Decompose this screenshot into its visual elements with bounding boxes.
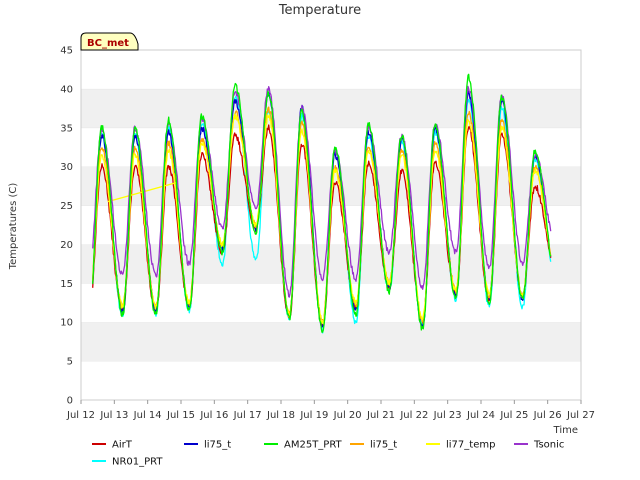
x-tick-label: Jul 15 (166, 410, 195, 421)
x-tick-label: Jul 25 (499, 410, 528, 421)
x-tick-label: Jul 19 (299, 410, 328, 421)
series-lines (92, 73, 552, 334)
y-tick-label: 10 (60, 318, 73, 329)
series-line-airt (92, 124, 552, 327)
series-line-am25t-prt (92, 73, 552, 333)
x-tick-label: Jul 14 (133, 410, 162, 421)
grid-band (81, 88, 581, 128)
x-axis: Jul 12 Jul 13 Jul 14 Jul 15 Jul 16 Jul 17 Jul … (66, 400, 595, 421)
y-tick-label: 40 (60, 84, 73, 95)
series-line-li75-t (92, 106, 552, 324)
x-tick-label: Jul 21 (366, 410, 395, 421)
y-tick-label: 0 (67, 396, 73, 407)
grid-band (81, 361, 581, 400)
badge-shape (80, 32, 139, 51)
y-tick-label: 20 (60, 240, 73, 251)
plot-frame (80, 49, 582, 401)
legend-label: li75_t (204, 440, 231, 451)
y-tick-label: 45 (60, 46, 73, 57)
station-badge: BC_met (80, 32, 139, 51)
y-axis: 0 5 10 15 20 25 30 35 40 45 (60, 46, 73, 407)
x-axis-label: Time (553, 425, 578, 436)
y-tick-label: 25 (60, 201, 73, 212)
legend-label: AM25T_PRT (284, 440, 343, 451)
x-tick-label: Jul 20 (333, 410, 362, 421)
x-tick-label: Jul 22 (399, 410, 428, 421)
x-tick-label: Jul 26 (533, 410, 562, 421)
legend-label: li75_t (370, 440, 397, 451)
x-tick-label: Jul 12 (66, 410, 95, 421)
badge-label: BC_met (87, 38, 129, 49)
legend-label: NR01_PRT (112, 457, 163, 468)
legend-label: li77_temp (446, 440, 495, 451)
legend: AirT li75_t AM25T_PRT li75_t li77_temp Tsonic… (92, 440, 564, 468)
grid-band (81, 244, 581, 284)
y-tick-label: 5 (67, 357, 73, 368)
x-tick-label: Jul 16 (199, 410, 228, 421)
series-line-li77-temp (92, 113, 552, 325)
x-tick-label: Jul 24 (466, 410, 495, 421)
legend-label: AirT (112, 440, 133, 451)
y-tick-label: 15 (60, 279, 73, 290)
y-tick-label: 30 (60, 162, 73, 173)
grid-band (81, 50, 581, 89)
grid-band (81, 322, 581, 362)
x-tick-label: Jul 17 (233, 410, 262, 421)
y-tick-label: 35 (60, 123, 73, 134)
x-tick-label: Jul 23 (433, 410, 462, 421)
x-tick-label: Jul 27 (566, 410, 595, 421)
y-axis-label: Temperatures (C) (8, 183, 19, 271)
legend-label: Tsonic (533, 440, 564, 451)
x-tick-label: Jul 18 (266, 410, 295, 421)
chart-title: Temperature (278, 3, 361, 18)
x-tick-label: Jul 13 (99, 410, 128, 421)
grid-band (81, 283, 581, 323)
